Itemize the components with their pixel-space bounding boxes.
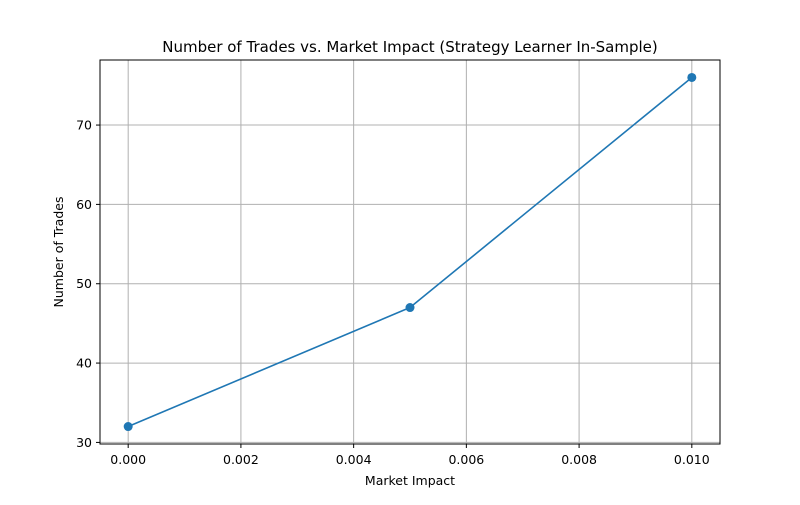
y-axis-label: Number of Trades (51, 197, 66, 308)
y-tick-label: 70 (76, 118, 92, 133)
data-point (687, 72, 697, 82)
data-point (123, 422, 133, 432)
y-tick-label: 40 (76, 356, 92, 371)
axes-frame (99, 59, 721, 445)
x-tick-label: 0.004 (336, 452, 372, 467)
x-tick-label: 0.008 (561, 452, 597, 467)
chart-title: Number of Trades vs. Market Impact (Stra… (162, 38, 658, 56)
y-tick-label: 50 (76, 276, 92, 291)
grid-lines (100, 60, 720, 444)
y-tick-label: 60 (76, 197, 92, 212)
x-tick-label: 0.006 (448, 452, 484, 467)
x-axis-label: Market Impact (365, 473, 455, 488)
y-tick-label: 30 (76, 435, 92, 450)
x-tick-label: 0.000 (110, 452, 146, 467)
series-layer (123, 72, 697, 432)
x-tick-label: 0.002 (223, 452, 259, 467)
data-point (405, 303, 415, 313)
x-tick-label: 0.010 (674, 452, 710, 467)
axis-ticks: 0.000 0.002 0.004 0.006 0.008 0.010 30 40 50 60 70 (76, 118, 710, 467)
